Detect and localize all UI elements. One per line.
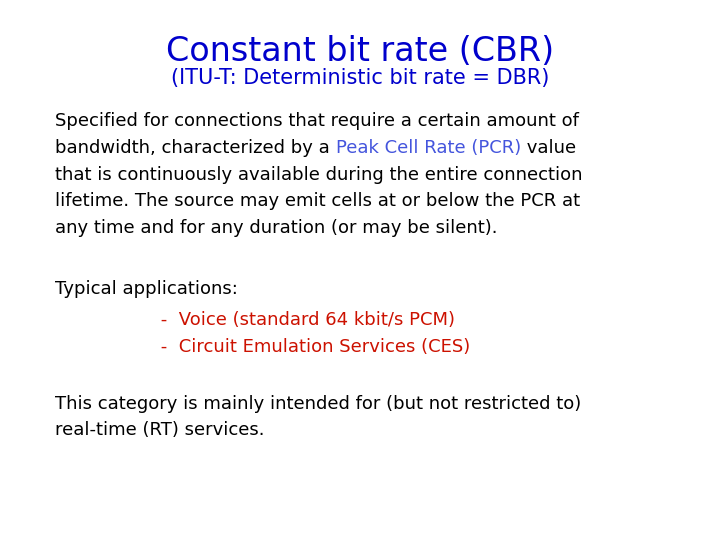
Text: -  Circuit Emulation Services (CES): - Circuit Emulation Services (CES) bbox=[155, 338, 470, 356]
Text: Peak Cell Rate (PCR): Peak Cell Rate (PCR) bbox=[336, 139, 521, 157]
Text: lifetime. The source may emit cells at or below the PCR at: lifetime. The source may emit cells at o… bbox=[55, 192, 580, 211]
Text: Typical applications:: Typical applications: bbox=[55, 280, 238, 298]
Text: value: value bbox=[521, 139, 576, 157]
Text: any time and for any duration (or may be silent).: any time and for any duration (or may be… bbox=[55, 219, 498, 237]
Text: that is continuously available during the entire connection: that is continuously available during th… bbox=[55, 166, 582, 184]
Text: Constant bit rate (CBR): Constant bit rate (CBR) bbox=[166, 35, 554, 68]
Text: This category is mainly intended for (but not restricted to): This category is mainly intended for (bu… bbox=[55, 395, 581, 413]
Text: (ITU-T: Deterministic bit rate = DBR): (ITU-T: Deterministic bit rate = DBR) bbox=[171, 68, 549, 88]
Text: real-time (RT) services.: real-time (RT) services. bbox=[55, 421, 264, 439]
Text: bandwidth, characterized by a: bandwidth, characterized by a bbox=[55, 139, 336, 157]
Text: -  Voice (standard 64 kbit/s PCM): - Voice (standard 64 kbit/s PCM) bbox=[155, 311, 455, 329]
Text: Specified for connections that require a certain amount of: Specified for connections that require a… bbox=[55, 112, 579, 130]
